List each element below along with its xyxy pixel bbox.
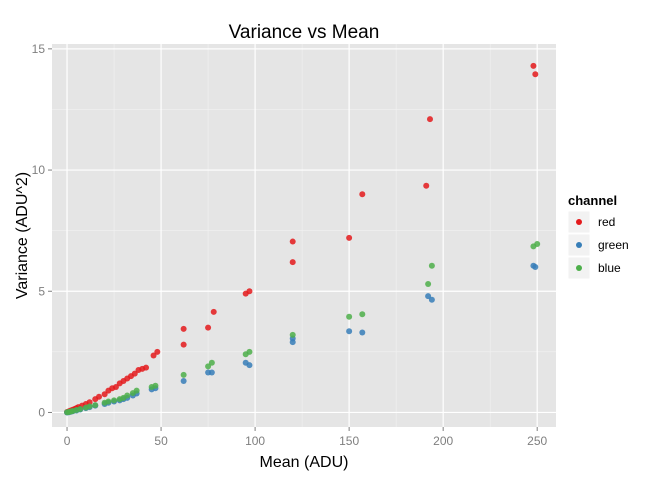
point-red: [131, 370, 138, 377]
point-blue: [346, 313, 353, 320]
point-red: [101, 391, 108, 398]
y-axis-title: Variance (ADU^2): [14, 172, 31, 299]
point-red: [532, 71, 539, 78]
point-red: [423, 182, 430, 189]
x-tick-label: 200: [433, 434, 453, 448]
point-red: [346, 234, 353, 241]
legend-label-blue: blue: [598, 261, 621, 275]
legend: channel red green blue: [567, 193, 629, 280]
point-blue: [428, 262, 435, 269]
point-green: [346, 328, 353, 335]
point-green: [359, 329, 366, 336]
point-green: [246, 362, 253, 369]
point-blue: [133, 387, 140, 394]
point-blue: [205, 363, 212, 370]
point-blue: [246, 348, 253, 355]
point-red: [143, 364, 150, 371]
point-blue: [77, 406, 84, 413]
legend-label-red: red: [598, 215, 615, 229]
point-red: [205, 324, 212, 331]
point-red: [96, 393, 103, 400]
major-grid: [52, 44, 556, 427]
point-red: [86, 399, 93, 406]
point-red: [150, 352, 157, 359]
x-tick-label: 50: [154, 434, 168, 448]
point-blue: [208, 359, 215, 366]
point-red: [289, 238, 296, 245]
point-blue: [86, 403, 93, 410]
point-red: [210, 308, 217, 315]
point-blue: [105, 398, 112, 405]
point-red: [359, 191, 366, 198]
point-green: [428, 296, 435, 303]
point-green: [532, 264, 539, 271]
point-blue: [152, 382, 159, 389]
chart-title: Variance vs Mean: [229, 22, 380, 43]
x-tick-label: 250: [527, 434, 547, 448]
y-tick-label: 10: [32, 163, 46, 177]
legend-marker-green: [576, 242, 582, 248]
point-blue: [92, 402, 99, 409]
y-tick-label: 15: [32, 42, 46, 56]
point-red: [246, 288, 253, 295]
point-red: [112, 384, 119, 391]
point-blue: [359, 311, 366, 318]
point-red: [289, 259, 296, 266]
legend-marker-blue: [576, 265, 582, 271]
legend-marker-red: [576, 219, 582, 225]
point-green: [425, 293, 432, 300]
x-axis-title: Mean (ADU): [260, 454, 349, 471]
axis-ticks: 0 50 100 150 200 250 0 5 10 15: [32, 42, 548, 448]
data-points: [64, 62, 541, 416]
legend-title: channel: [568, 193, 617, 208]
point-green: [208, 369, 215, 376]
point-red: [180, 325, 187, 332]
point-blue: [534, 240, 541, 247]
point-red: [530, 62, 537, 69]
point-red: [180, 341, 187, 348]
point-blue: [180, 371, 187, 378]
point-red: [427, 116, 433, 123]
minor-grid: [52, 44, 556, 427]
point-blue: [289, 331, 296, 338]
x-tick-label: 150: [339, 434, 359, 448]
y-tick-label: 5: [38, 284, 45, 298]
legend-label-green: green: [598, 238, 629, 252]
point-red: [154, 348, 161, 355]
x-tick-label: 100: [245, 434, 265, 448]
point-blue: [111, 397, 118, 404]
point-blue: [124, 392, 131, 399]
point-blue: [425, 280, 432, 287]
x-tick-label: 0: [64, 434, 71, 448]
y-tick-label: 0: [38, 405, 45, 419]
plot-panel: [52, 44, 556, 427]
point-green: [180, 377, 187, 384]
